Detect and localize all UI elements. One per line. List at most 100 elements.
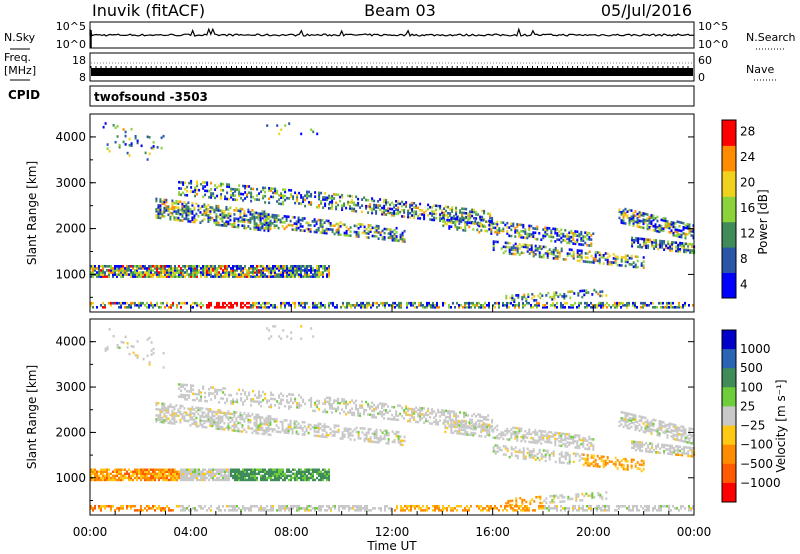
range-cell <box>132 271 134 274</box>
range-cell <box>582 507 584 510</box>
range-cell <box>620 260 623 263</box>
range-cell <box>401 204 404 208</box>
range-cell <box>536 304 538 307</box>
range-cell <box>472 221 475 225</box>
range-cell <box>210 196 213 199</box>
range-cell <box>252 304 254 307</box>
range-cell <box>268 197 271 200</box>
range-cell <box>498 509 500 512</box>
range-cell <box>106 265 108 268</box>
range-cell <box>400 505 402 508</box>
range-cell <box>592 257 595 260</box>
range-cell <box>192 478 194 482</box>
range-cell <box>536 306 538 309</box>
range-cell <box>389 207 392 211</box>
range-cell <box>264 273 266 276</box>
range-cell <box>568 241 571 245</box>
range-cell <box>438 509 440 512</box>
range-cell <box>264 269 266 272</box>
range-cell <box>177 208 180 212</box>
range-cell <box>306 271 308 274</box>
range-cell <box>214 196 217 200</box>
range-cell <box>110 509 112 512</box>
range-cell <box>297 220 300 224</box>
range-cell <box>661 241 664 245</box>
range-cell <box>564 229 567 232</box>
range-cell <box>361 210 364 214</box>
range-cell <box>244 186 247 190</box>
range-cell <box>546 226 549 230</box>
range-cell <box>118 470 120 473</box>
range-cell <box>155 214 158 217</box>
range-cell <box>96 273 98 276</box>
range-cell <box>586 505 588 508</box>
range-cell <box>128 265 130 268</box>
range-cell <box>296 271 298 274</box>
range-cell <box>300 304 302 307</box>
range-cell <box>523 293 526 297</box>
range-cell <box>569 290 572 293</box>
range-cell <box>283 429 286 432</box>
range-cell <box>417 216 420 220</box>
range-cell <box>232 273 234 276</box>
range-cell <box>371 226 374 230</box>
range-cell <box>196 478 198 482</box>
range-cell <box>351 195 354 198</box>
colorbar-tick-label: 8 <box>740 252 748 266</box>
range-cell <box>230 301 232 305</box>
range-cell <box>218 478 220 482</box>
range-cell <box>393 235 396 238</box>
range-cell <box>323 229 326 233</box>
range-cell <box>356 505 358 508</box>
range-cell <box>204 505 206 508</box>
range-cell <box>590 244 593 248</box>
range-cell <box>207 420 210 423</box>
range-cell <box>643 237 646 241</box>
range-cell <box>640 301 642 305</box>
range-cell <box>161 214 164 218</box>
range-cell <box>286 468 288 471</box>
range-cell <box>319 223 322 226</box>
range-cell <box>222 304 224 307</box>
range-cell <box>554 255 557 258</box>
range-cell <box>391 214 394 217</box>
range-cell <box>231 429 234 432</box>
range-cell <box>304 275 306 278</box>
range-cell <box>337 203 340 207</box>
range-cell <box>244 468 246 471</box>
range-cell <box>220 267 222 270</box>
range-cell <box>312 470 314 473</box>
range-cell <box>480 218 483 222</box>
range-cell <box>168 306 170 309</box>
range-cell <box>227 426 230 430</box>
range-cell <box>460 218 463 221</box>
range-cell <box>154 273 156 276</box>
range-cell <box>211 414 214 417</box>
range-cell <box>263 219 266 222</box>
range-cell <box>189 209 192 213</box>
range-cell <box>182 385 185 389</box>
range-cell <box>248 275 250 278</box>
range-cell <box>355 230 358 234</box>
range-cell <box>486 505 488 508</box>
range-cell <box>213 422 216 426</box>
range-cell <box>642 222 645 226</box>
range-cell <box>361 427 364 430</box>
range-cell <box>295 220 298 223</box>
range-cell <box>488 505 490 508</box>
range-cell <box>232 187 235 191</box>
range-cell <box>195 202 198 205</box>
range-cell <box>458 304 460 307</box>
range-cell <box>326 269 328 272</box>
range-cell <box>288 509 290 512</box>
range-cell <box>278 507 280 510</box>
range-cell <box>300 273 302 276</box>
range-cell <box>317 428 320 432</box>
range-cell <box>446 222 449 226</box>
range-cell <box>96 472 98 476</box>
range-cell <box>465 207 468 211</box>
range-cell <box>120 505 122 508</box>
range-cell <box>685 242 688 246</box>
range-cell <box>242 192 245 196</box>
range-cell <box>312 130 315 134</box>
